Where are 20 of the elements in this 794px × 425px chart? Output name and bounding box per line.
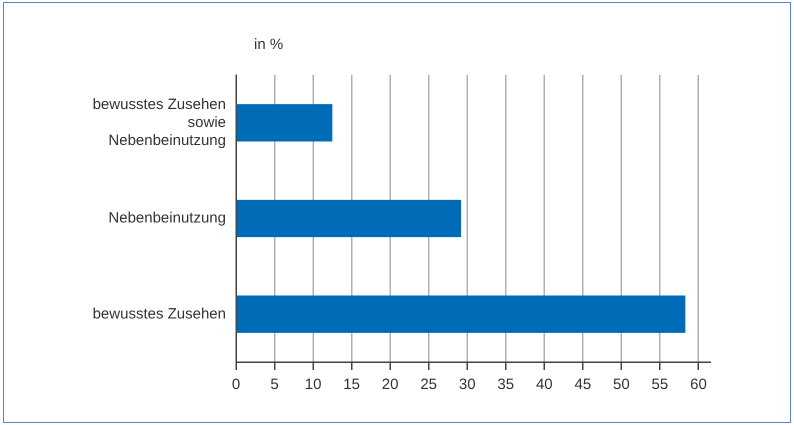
x-tick-label: 5 [270, 376, 279, 394]
y-tick-label: bewusstes Zusehen sowie Nebenbeinutzung [92, 96, 226, 149]
x-tick-label: 55 [652, 376, 668, 394]
bar [236, 104, 332, 142]
x-tick-label: 45 [574, 376, 592, 394]
y-tick-label: bewusstes Zusehen [92, 305, 226, 322]
x-tick-label: 30 [458, 376, 476, 394]
x-axis-title: in % [254, 36, 284, 54]
x-tick-label: 25 [420, 376, 438, 394]
x-tick-label: 50 [613, 376, 630, 394]
bar [236, 200, 462, 238]
x-tick-label: 15 [343, 376, 360, 394]
x-tick-label: 40 [536, 376, 553, 394]
x-tick-label: 20 [382, 376, 398, 394]
x-tick-label: 35 [497, 376, 514, 394]
bar [236, 296, 686, 333]
x-tick-label: 60 [690, 376, 707, 394]
x-tick-label: 10 [304, 376, 322, 394]
x-tick-label: 0 [232, 376, 240, 394]
y-tick-label: Nebenbeinutzung [108, 210, 226, 227]
